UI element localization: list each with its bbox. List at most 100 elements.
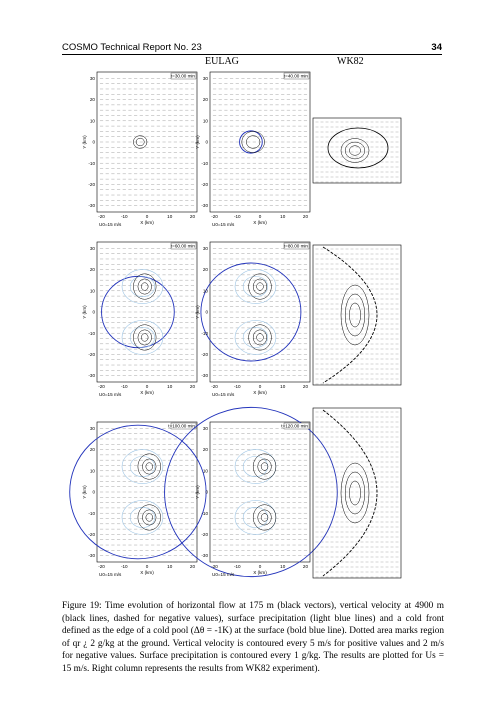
x-tick-label: 10 [280,384,286,389]
w-contour [137,504,161,531]
wk82-front [327,127,389,169]
w-contour [142,458,157,475]
wk82-contour [340,138,370,163]
x-tick-label: -10 [234,214,241,219]
y-tick-label: 20 [90,97,96,102]
w-contour [141,282,149,291]
y-tick-label: -20 [201,532,208,537]
scale-label: U0=15 m/s [212,222,235,227]
y-tick-label: 10 [90,288,96,293]
w-contour [260,462,269,471]
y-tick-label: 10 [203,468,209,473]
x-tick-label: -10 [234,564,241,569]
panel-frame [96,241,198,383]
x-tick-label: -20 [211,384,218,389]
w-contour [248,324,272,351]
x-tick-label: 20 [190,214,196,219]
y-tick-label: -10 [88,161,95,166]
y-tick-label: -10 [88,331,95,336]
precip-contour [121,320,164,355]
y-axis-label: Y (km) [82,485,87,499]
y-tick-label: -10 [201,511,208,516]
w-contour [141,333,149,342]
wk82-contour [349,480,361,506]
y-tick-label: -20 [88,182,95,187]
y-tick-label: 30 [203,426,209,431]
cold-front [239,130,263,154]
precip-contour [234,269,277,304]
y-axis-label: Y (km) [82,305,87,319]
y-axis-label: Y (km) [195,135,200,149]
y-tick-label: -30 [88,373,95,378]
scale-label: U0=15 m/s [99,222,122,227]
y-axis-label: Y (km) [195,305,200,319]
x-axis-label: X (km) [253,570,267,575]
wk82-contour [344,293,366,337]
x-tick-label: 0 [146,564,149,569]
w-contour [256,282,264,291]
column-label: EULAG [205,56,239,67]
precip-contour [129,276,156,298]
precip-contour [121,269,164,304]
w-contour [252,329,268,346]
w-contour [257,509,272,526]
wk82-frame [312,244,402,386]
x-tick-label: 10 [167,384,173,389]
w-contour [133,273,157,300]
x-tick-label: 10 [280,214,286,219]
y-tick-label: -10 [201,331,208,336]
w-contour [142,509,157,526]
y-tick-label: 10 [90,118,96,123]
w-contour [246,135,261,149]
w-contour [257,458,272,475]
x-tick-label: 20 [303,384,309,389]
y-tick-label: -20 [88,352,95,357]
time-box [170,422,197,430]
header-rule [62,54,442,55]
x-tick-label: -10 [121,384,128,389]
x-axis-label: X (km) [253,220,267,225]
w-contour [256,333,264,342]
panel-frame [209,241,311,383]
y-tick-label: 0 [92,490,95,495]
cold-front [164,406,338,578]
x-axis-label: X (km) [140,390,154,395]
scale-label: U0=15 m/s [99,392,122,397]
x-tick-label: -20 [211,214,218,219]
time-label: t=30.00 min [171,74,196,79]
x-tick-label: -20 [98,564,105,569]
time-box [283,72,310,80]
precip-contour [242,456,269,478]
y-tick-label: 10 [203,118,209,123]
w-contour [252,453,277,480]
time-box [283,242,310,250]
x-tick-label: -20 [98,214,105,219]
y-tick-label: 20 [90,447,96,452]
time-label: t=80.00 min [284,244,309,249]
w-contour [137,453,161,480]
y-tick-label: -10 [88,511,95,516]
figure: t=30.00 min 30 20 10 0 -10 -20 -30 -20 -10 0 10 20 Y … [69,71,402,579]
wk82-contour [340,462,370,524]
precip-contour [234,449,277,484]
y-tick-label: 0 [205,490,208,495]
time-box [170,72,197,80]
wk82-frame [312,407,402,579]
page-number: 34 [431,42,442,53]
time-box [283,422,310,430]
w-contour [145,513,153,522]
y-tick-label: -30 [201,553,208,558]
w-contour [135,137,145,147]
wk82-frame [312,117,402,184]
y-tick-label: 30 [90,76,96,81]
y-tick-label: -30 [88,203,95,208]
wk82-front [322,409,378,577]
y-tick-label: 20 [203,97,209,102]
x-axis-label: X (km) [140,220,154,225]
header-title: COSMO Technical Report No. 23 [62,42,202,53]
time-label: t=100.00 min [168,424,195,429]
w-contour [252,278,268,295]
x-tick-label: 0 [146,384,149,389]
x-axis-label: X (km) [253,390,267,395]
w-contour [260,513,269,522]
